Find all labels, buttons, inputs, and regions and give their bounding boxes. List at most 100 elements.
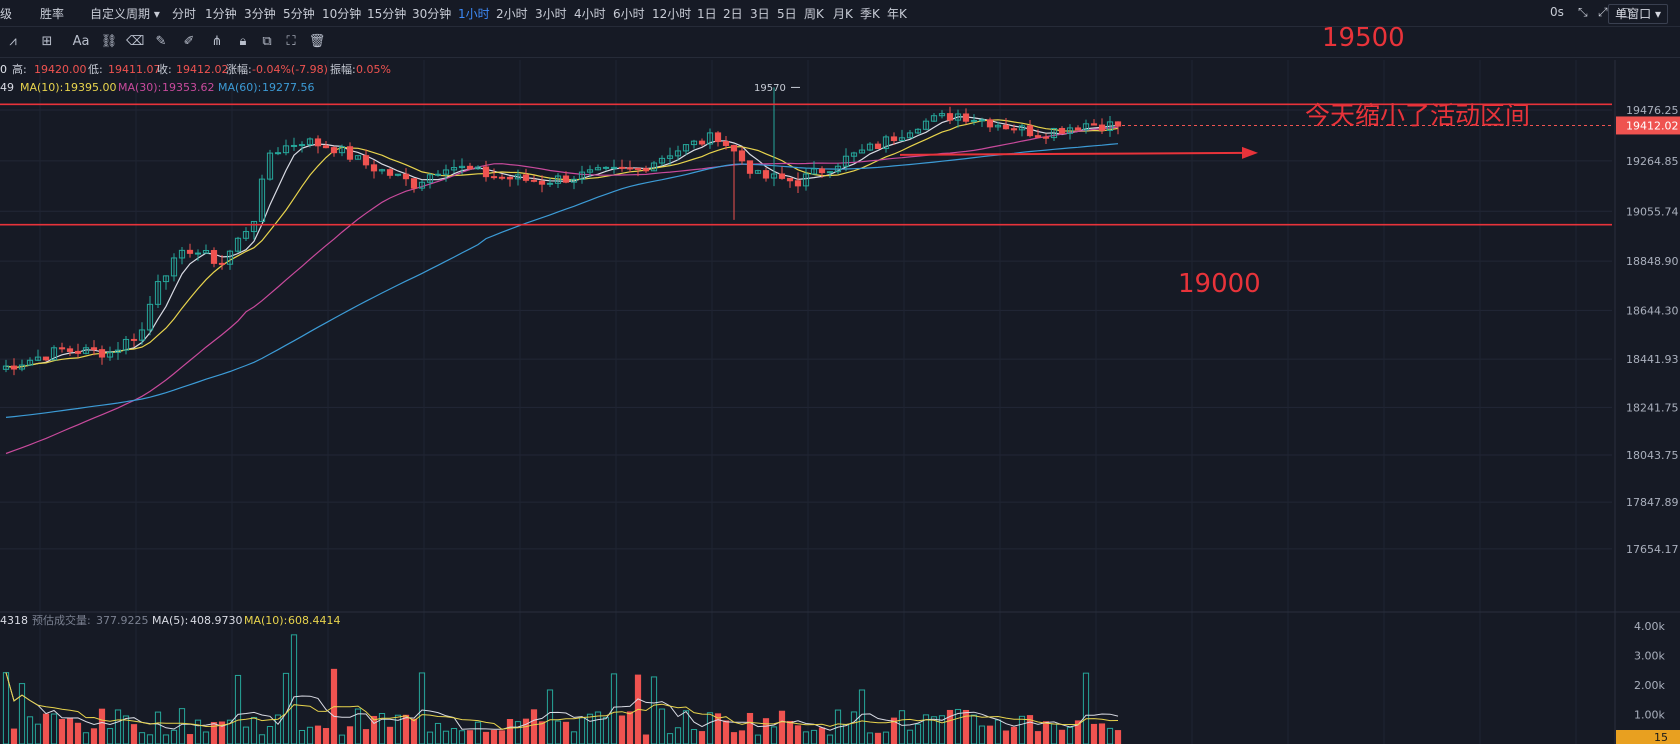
ruler-icon[interactable]: ✎: [155, 34, 167, 49]
volume-bar: [394, 714, 402, 744]
candle-body: [618, 166, 626, 169]
volume-bar: [90, 728, 98, 744]
volume-bar: [186, 734, 194, 744]
volume-bar: [138, 732, 146, 744]
volume-bar: [866, 732, 874, 744]
candle-body: [922, 120, 930, 130]
candle-body: [874, 143, 882, 149]
timeframe-23[interactable]: 年K: [887, 7, 907, 21]
copy-icon[interactable]: ⧉: [262, 34, 272, 49]
candle-body: [66, 348, 74, 352]
eraser-icon[interactable]: ⌫: [126, 34, 145, 49]
candle-body: [122, 338, 130, 351]
timeframe-1[interactable]: 胜率: [40, 7, 65, 21]
candle-body: [906, 132, 914, 139]
line-style-icon[interactable]: ⩘: [9, 34, 17, 49]
candle-body: [74, 350, 82, 354]
candle-body: [778, 173, 786, 179]
timeframe-15[interactable]: 12小时: [652, 7, 692, 21]
candle-body: [1082, 123, 1090, 131]
timeframe-13[interactable]: 4小时: [574, 7, 606, 21]
timeframe-8[interactable]: 15分钟: [367, 7, 407, 21]
hide-icon[interactable]: ⛶: [286, 34, 296, 49]
volume-bar: [402, 714, 410, 744]
candle-body: [26, 359, 34, 366]
text-tool-icon[interactable]: Aa: [72, 34, 90, 49]
candle-body: [858, 149, 866, 154]
timeframe-9[interactable]: 30分钟: [412, 7, 452, 21]
volume-bar: [458, 730, 466, 744]
refresh-icon[interactable]: ⤡: [1578, 5, 1588, 19]
candle-body: [1034, 135, 1042, 138]
volume-bar: [266, 726, 274, 744]
window-mode-button[interactable]: 单窗口 ▾: [1608, 4, 1668, 24]
candle-body: [50, 347, 58, 361]
low-label: 低:: [88, 63, 103, 76]
vol-prefix: 4318: [0, 614, 28, 627]
volume-bar: [34, 723, 42, 744]
volume-bar: [1074, 720, 1082, 744]
price-tick-3: 18848.90: [1626, 255, 1679, 268]
volume-bar: [1042, 721, 1050, 744]
timeframe-7[interactable]: 10分钟: [322, 7, 362, 21]
timeframe-6[interactable]: 5分钟: [283, 7, 315, 21]
fullscreen-icon[interactable]: ▢: [1620, 5, 1632, 19]
timeframe-3[interactable]: 分时: [172, 7, 197, 21]
timeframe-bar: 级 胜率 自定义周期 ▾ 分时 1分钟 3分钟 5分钟 10分钟 15分钟 30分钟 1小时 2小时 3…: [0, 0, 1680, 27]
volume-bar: [314, 725, 322, 744]
candle-body: [250, 220, 258, 233]
candle-body: [978, 119, 986, 122]
volume-bar: [602, 717, 610, 744]
timeframe-20[interactable]: 周K: [804, 7, 824, 21]
candle-body: [882, 136, 890, 149]
open-prefix: 0: [0, 63, 7, 76]
volume-bar: [1098, 723, 1106, 744]
ma30-value: 19353.62: [162, 81, 215, 94]
change-value: -0.04%(-7.98): [252, 63, 328, 76]
volume-bar: [690, 729, 698, 744]
timeframe-0[interactable]: 级: [0, 7, 13, 21]
timeframe-14[interactable]: 6小时: [613, 7, 645, 21]
timeframe-5[interactable]: 3分钟: [244, 7, 276, 21]
lock-icon[interactable]: 🔒︎: [239, 34, 247, 49]
ma60-value: 19277.56: [262, 81, 315, 94]
candle-body: [834, 165, 842, 173]
volume-bar: [898, 710, 906, 744]
timeframe-22[interactable]: 季K: [860, 7, 880, 21]
candle-body: [1010, 128, 1018, 131]
volume-bar: [338, 734, 346, 744]
timeframe-10[interactable]: 1小时: [458, 7, 490, 21]
volume-bar: [674, 727, 682, 744]
candle-body: [634, 167, 642, 170]
candle-body: [106, 351, 114, 358]
candle-body: [114, 349, 122, 353]
candle-body: [522, 174, 530, 181]
crosshair-icon[interactable]: ⊞: [41, 34, 53, 49]
brush-icon[interactable]: ✐: [183, 34, 195, 49]
candle-body: [18, 364, 26, 370]
candle-body: [818, 168, 826, 174]
volume-bar: [474, 721, 482, 744]
timeframe-4[interactable]: 1分钟: [205, 7, 237, 21]
candle-body: [162, 275, 170, 283]
timeframe-16[interactable]: 1日: [697, 7, 717, 21]
volume-bar: [130, 724, 138, 744]
candle-body: [90, 347, 98, 351]
candle-body: [1050, 127, 1058, 139]
collapse-icon[interactable]: ⤢: [1598, 5, 1608, 19]
timeframe-17[interactable]: 2日: [723, 7, 743, 21]
timer-label: 0s: [1550, 5, 1564, 19]
pattern-icon[interactable]: ⛓: [100, 34, 118, 49]
timeframe-18[interactable]: 3日: [750, 7, 770, 21]
clear-icon[interactable]: 🗑︎: [308, 34, 326, 49]
magnet-icon[interactable]: ⋔: [211, 34, 223, 49]
candle-body: [722, 141, 730, 146]
timeframe-21[interactable]: 月K: [833, 7, 853, 21]
volume-bar: [506, 718, 514, 744]
timeframe-2[interactable]: 自定义周期 ▾: [90, 7, 160, 21]
volume-bar: [1082, 672, 1090, 744]
timeframe-19[interactable]: 5日: [777, 7, 797, 21]
timeframe-12[interactable]: 3小时: [535, 7, 567, 21]
timeframe-11[interactable]: 2小时: [496, 7, 528, 21]
